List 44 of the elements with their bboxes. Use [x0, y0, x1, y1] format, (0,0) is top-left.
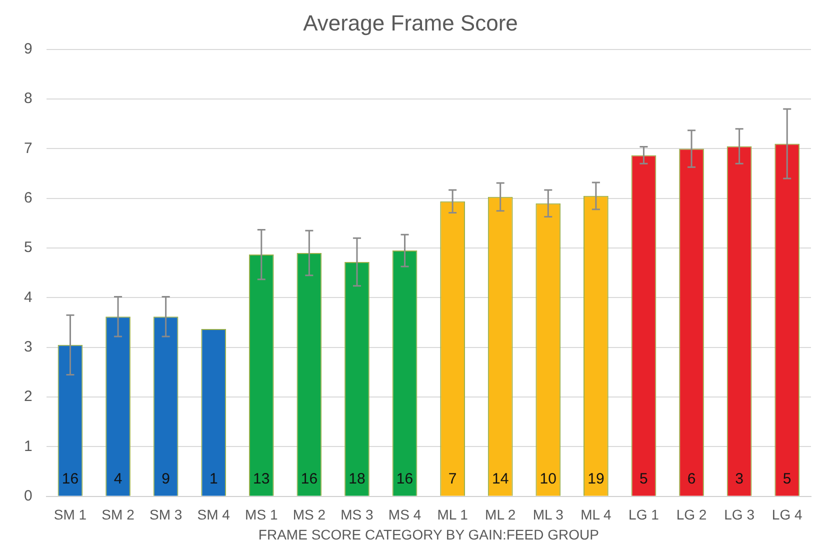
x-tick-label: ML 1 — [437, 506, 468, 523]
y-tick-label: 2 — [24, 388, 32, 406]
x-tick-label: MS 3 — [340, 506, 374, 523]
annotation: 9 — [162, 470, 170, 488]
x-tick-label: LG 3 — [724, 506, 755, 523]
x-tick-label: SM 4 — [197, 506, 230, 523]
annotation: 5 — [782, 470, 792, 488]
x-tick-label: MS 1 — [245, 506, 278, 523]
x-axis-title: FRAME SCORE CATEGORY BY GAIN:FEED GROUP — [258, 526, 599, 542]
x-tick-label: SM 3 — [149, 506, 182, 523]
annotation: 10 — [540, 470, 556, 488]
annotation: 16 — [62, 470, 79, 488]
annotation: 6 — [687, 470, 696, 488]
annotation: 4 — [114, 470, 122, 488]
annotation: 5 — [640, 470, 648, 488]
annotation: 3 — [735, 470, 744, 488]
annotation: 16 — [300, 470, 318, 488]
x-tick-label: SM 2 — [102, 506, 135, 523]
annotation: 14 — [492, 470, 509, 488]
y-tick-label: 6 — [24, 190, 32, 207]
annotation: 1 — [209, 470, 218, 488]
y-tick-label: 0 — [24, 488, 32, 505]
x-tick-label: LG 1 — [628, 506, 660, 523]
y-tick-label: 9 — [24, 40, 32, 58]
y-tick-label: 7 — [24, 140, 32, 157]
x-tick-label: LG 4 — [772, 506, 802, 523]
annotation: 13 — [253, 470, 270, 488]
x-tick-label: MS 4 — [388, 506, 422, 523]
annotation: 16 — [396, 470, 414, 488]
y-tick-label: 4 — [24, 288, 32, 306]
chart-title: Average Frame Score — [303, 10, 518, 36]
annotation: 18 — [348, 470, 366, 488]
x-tick-label: ML 4 — [580, 506, 612, 523]
x-tick-label: ML 3 — [532, 506, 564, 523]
annotation: 19 — [588, 470, 604, 488]
y-tick-label: 1 — [24, 438, 32, 455]
y-tick-label: 5 — [24, 239, 32, 256]
annotation: 7 — [448, 470, 457, 488]
x-tick-label: SM 1 — [54, 506, 87, 523]
y-tick-label: 3 — [24, 338, 32, 356]
x-tick-label: MS 2 — [292, 506, 326, 523]
x-tick-label: LG 2 — [676, 506, 707, 523]
x-tick-label: ML 2 — [485, 506, 516, 523]
y-tick-label: 8 — [24, 90, 32, 108]
